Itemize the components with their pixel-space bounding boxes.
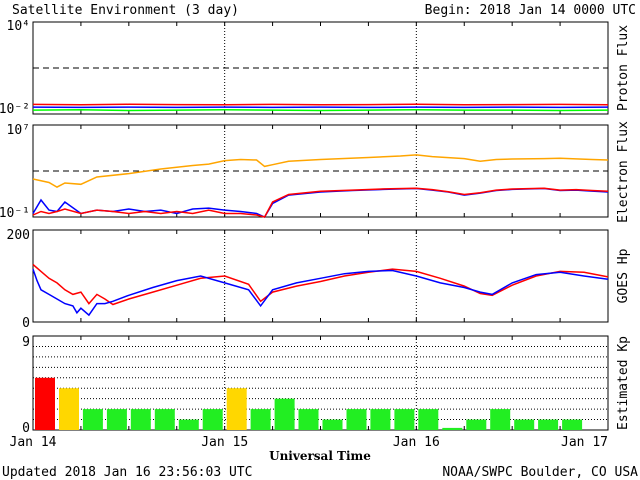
electron-ylabel: Electron Flux xyxy=(616,121,631,223)
kp-bar xyxy=(226,388,247,430)
kp-ylabel: Estimated Kp xyxy=(616,336,631,430)
proton-panel-frame xyxy=(32,21,609,115)
chart-marks-layer xyxy=(32,22,609,430)
kp-bar xyxy=(178,419,199,430)
electron-series-orange xyxy=(32,154,609,188)
kp-ytick-top: 9 xyxy=(22,335,30,350)
kp-bar xyxy=(394,409,415,430)
proton-ytick-bottom: 10⁻² xyxy=(0,102,30,117)
electron-panel-frame xyxy=(32,124,609,218)
kp-bar xyxy=(154,409,175,430)
kp-bar xyxy=(346,409,367,430)
credit: NOAA/SWPC Boulder, CO USA xyxy=(442,465,638,480)
proton-ytick-top: 10⁴ xyxy=(7,19,30,34)
kp-bar xyxy=(298,409,319,430)
kp-bar xyxy=(538,419,559,430)
x-tick-jan14: Jan 14 xyxy=(10,435,57,450)
kp-bar xyxy=(370,409,391,430)
kp-bar xyxy=(82,409,103,430)
goes-ytick-bottom: 0 xyxy=(22,316,30,331)
proton-series-red xyxy=(32,103,609,106)
kp-bar xyxy=(562,419,583,430)
kp-bar xyxy=(130,409,151,430)
x-tick-jan16: Jan 16 xyxy=(393,435,440,450)
chart-title: Satellite Environment (3 day) xyxy=(12,3,239,18)
proton-ylabel: Proton Flux xyxy=(616,25,631,111)
begin-time: Begin: 2018 Jan 14 0000 UTC xyxy=(425,3,636,18)
kp-bar xyxy=(418,409,439,430)
kp-bar xyxy=(442,427,463,430)
goes-ytick-top: 200 xyxy=(7,228,30,243)
electron-ytick-bottom: 10⁻¹ xyxy=(0,206,30,221)
kp-bar xyxy=(59,388,79,430)
kp-bar xyxy=(106,409,127,430)
goes-hp-panel-frame xyxy=(32,229,609,323)
kp-bar xyxy=(274,398,295,430)
x-tick-jan15: Jan 15 xyxy=(201,435,248,450)
kp-bar xyxy=(322,419,343,430)
kp-bar xyxy=(466,419,487,430)
electron-series-red xyxy=(32,187,609,218)
kp-bar xyxy=(250,409,271,430)
kp-bar xyxy=(514,419,535,430)
goes_hp-series-red xyxy=(32,263,609,306)
kp-bar xyxy=(35,377,55,430)
kp-bar xyxy=(490,409,511,430)
electron-ytick-top: 10⁷ xyxy=(7,123,30,138)
goes-hp-ylabel: GOES Hp xyxy=(616,248,631,303)
updated-time: Updated 2018 Jan 16 23:56:03 UTC xyxy=(2,465,252,480)
x-tick-jan17: Jan 17 xyxy=(561,435,608,450)
goes_hp-series-blue xyxy=(32,268,609,317)
kp-bar xyxy=(202,409,223,430)
proton-series-green xyxy=(32,108,609,112)
x-axis-label: Universal Time xyxy=(269,449,371,463)
kp-ytick-bottom: 0 xyxy=(22,421,30,436)
